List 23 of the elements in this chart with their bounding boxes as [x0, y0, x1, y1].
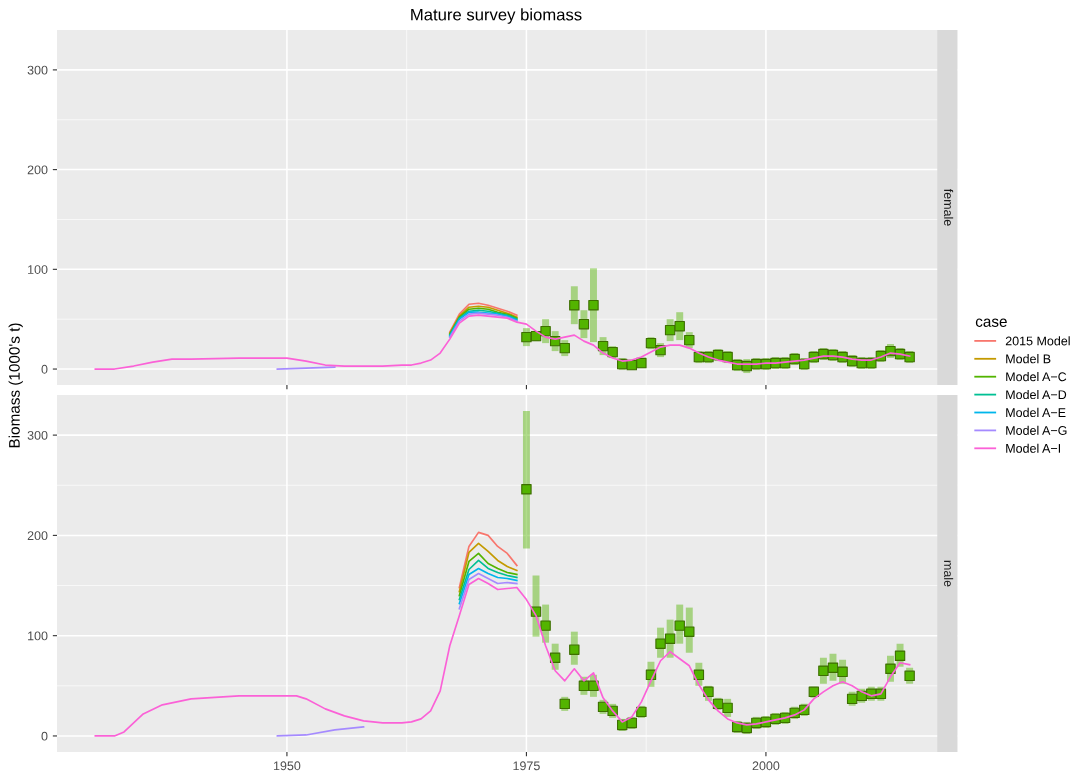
text: female [943, 188, 954, 226]
legend-label: Model A−G [1006, 425, 1067, 435]
y-tick-label: 100 [28, 631, 48, 641]
y-tick-label: 300 [27, 65, 48, 75]
y-tick-label: 0 [41, 731, 48, 741]
y-axis-title: Biomass (1000's t) [8, 323, 23, 448]
x-tick-label: 1975 [513, 761, 540, 771]
legend-title: case [975, 318, 1007, 327]
y-tick-label: 300 [27, 430, 48, 440]
y-tick-label: 200 [27, 531, 48, 541]
y-tick-label: 0 [41, 364, 48, 374]
x-tick-label: 2000 [752, 761, 780, 771]
legend-label: Model A−C [1006, 372, 1067, 382]
x-tick-label: 1950 [273, 761, 301, 771]
y-tick-label: 200 [27, 165, 48, 175]
text: male [943, 560, 954, 587]
legend-label: 2015 Model [1005, 336, 1070, 346]
legend-label: Model B [1006, 354, 1051, 364]
legend-label: Model A−I [1006, 443, 1061, 453]
legend-label: Model A−E [1006, 407, 1066, 417]
chart-title: Mature survey biomass [411, 8, 582, 24]
legend-label: Model A−D [1006, 389, 1067, 400]
y-tick-label: 100 [28, 265, 48, 274]
